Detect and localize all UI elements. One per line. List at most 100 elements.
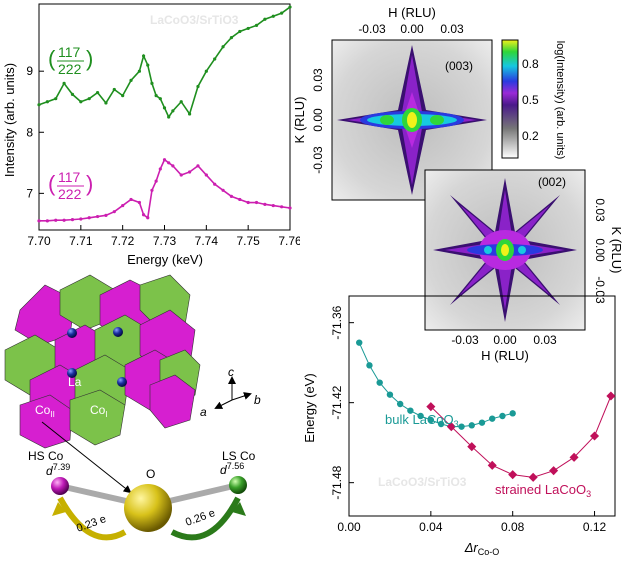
map-003-ylabel: K (RLU) [292, 97, 307, 144]
spectra-panel: 7.70 7.71 7.72 7.73 7.74 7.75 7.76 7 8 9 LaCoO3/S… [0, 0, 302, 275]
spectra-point-green [129, 78, 133, 82]
transfer-right-label: 0.26 e [184, 507, 217, 529]
energy-panel: 0.00 0.04 0.08 0.12 -71.36 -71.42 -71.48 bulk … [300, 290, 624, 558]
la-label: La [68, 375, 82, 389]
bulk-point [437, 420, 445, 428]
colorbar-gradient [501, 39, 519, 159]
map-002-ylabel: K (RLU) [609, 227, 624, 274]
svg-text:117: 117 [58, 44, 81, 60]
transfer-arrowhead-right [232, 502, 246, 516]
spectra-point-magenta [104, 213, 108, 217]
spectra-ticks: 7.70 7.71 7.72 7.73 7.74 7.75 7.76 7 8 9 [26, 64, 302, 248]
magenta-reflection-label: ( 117 222 ) [48, 169, 93, 202]
map-003-ytick-1: 0.03 [311, 68, 325, 92]
bulk-point [489, 415, 496, 422]
spectra-point-green [62, 81, 66, 86]
octahedron-magenta [19, 394, 73, 449]
svg-text:117: 117 [58, 169, 81, 185]
spectra-point-magenta [54, 218, 58, 222]
energy-ylabel: Energy (eV) [302, 373, 317, 442]
energy-xtick-label: 0.08 [501, 520, 525, 534]
map-002-xlabel: H (RLU) [481, 348, 529, 363]
spectra-point-magenta [87, 216, 91, 220]
spectra-point-magenta [246, 200, 250, 205]
spectra-xlabel: Energy (keV) [127, 252, 203, 267]
map-003-peak-core [407, 112, 417, 128]
spectra-point-green [45, 100, 49, 104]
spectra-point-green [158, 97, 162, 101]
bulk-point [417, 412, 424, 420]
la-atom [113, 327, 123, 337]
map-002-xtick-1: -0.03 [451, 333, 479, 347]
spectra-point-green [150, 81, 154, 86]
bulk-point [356, 339, 363, 346]
bulk-point [396, 400, 404, 408]
la-atom [67, 368, 77, 378]
svg-text:222: 222 [58, 186, 82, 202]
colorbar-tick-2: 0.5 [522, 93, 539, 107]
spectra-point-green [104, 101, 108, 105]
spectra-overlay-label: LaCoO3/SrTiO3 [150, 13, 239, 27]
spectra-point-magenta [196, 164, 200, 168]
map-003-satellite-left [380, 115, 394, 125]
spectra-point-green [288, 5, 292, 9]
svg-text:): ) [86, 171, 93, 196]
spectra-point-green [146, 63, 150, 67]
hs-d-label: d7.39 [46, 462, 70, 478]
structure-panel: La CoII CoI c b a HS Co d7.39 LS Co d7.5… [0, 270, 300, 558]
spectra-point-magenta [188, 170, 192, 174]
crystal-structure: La CoII CoI c b a HS Co d7.39 LS Co d7.5… [4, 274, 261, 541]
axis-c-label: c [228, 365, 234, 379]
axis-a-arrow [214, 399, 233, 409]
strained-point [528, 472, 538, 482]
spectra-point-magenta [271, 203, 275, 208]
hs-co-atom [51, 477, 69, 495]
spectra-ytick-label: 8 [26, 125, 33, 139]
la-atom [117, 377, 127, 387]
colorbar: 0.8 0.5 0.2 log(Intensity) (arb. units) [501, 39, 566, 159]
map-002-ytick-3: -0.03 [593, 276, 607, 304]
spectra-point-magenta [221, 188, 225, 192]
co1-label: CoI [90, 403, 108, 419]
bulk-point [499, 412, 506, 420]
spectra-point-magenta [79, 217, 83, 221]
map-002-label: (002) [538, 175, 566, 189]
transfer-arrow-right [170, 496, 241, 541]
energy-xlabel: ΔrCo-O [464, 540, 500, 557]
spectra-point-magenta [154, 179, 158, 183]
spectra-point-green [171, 109, 175, 113]
spectra-point-magenta [238, 197, 242, 202]
bulk-point [468, 422, 475, 429]
bulk-curve [358, 342, 513, 428]
spectra-point-green [179, 100, 183, 104]
spectra-point-magenta [179, 173, 183, 177]
la-atom [67, 328, 77, 338]
axis-b-label: b [254, 393, 261, 407]
map-003-ytick-2: 0.00 [311, 108, 325, 132]
spectra-point-green [121, 94, 125, 98]
oxygen-atom [124, 484, 172, 532]
strained-label: strained LaCoO3 [495, 482, 591, 499]
spectra-series [37, 5, 292, 223]
spectra-point-green [87, 97, 91, 101]
energy-xtick-label: 0.00 [337, 520, 361, 534]
spectra-ytick-label: 7 [26, 186, 33, 200]
spectra-point-magenta [204, 173, 208, 177]
spectra-ytick-label: 9 [26, 64, 33, 78]
spectra-point-magenta [288, 206, 292, 210]
octahedron-magenta [149, 374, 196, 429]
spectra-point-green [221, 45, 225, 49]
spectra-xtick-label: 7.70 [27, 234, 51, 248]
spectra-xtick-label: 7.75 [236, 234, 260, 248]
spectra-point-green [254, 23, 259, 27]
spectra-xtick-label: 7.72 [111, 234, 135, 248]
bulk-point [509, 410, 516, 417]
svg-text:(: ( [48, 46, 56, 71]
energy-frame [348, 295, 616, 517]
spectra-point-magenta [213, 182, 217, 186]
spectra-point-magenta [158, 167, 162, 171]
spectra-xtick-label: 7.71 [69, 234, 93, 248]
spectra-chart: 7.70 7.71 7.72 7.73 7.74 7.75 7.76 7 8 9 LaCoO3/S… [2, 3, 302, 267]
ls-co-label: LS Co [222, 449, 256, 463]
map-003-xtick-3: 0.03 [440, 22, 464, 36]
